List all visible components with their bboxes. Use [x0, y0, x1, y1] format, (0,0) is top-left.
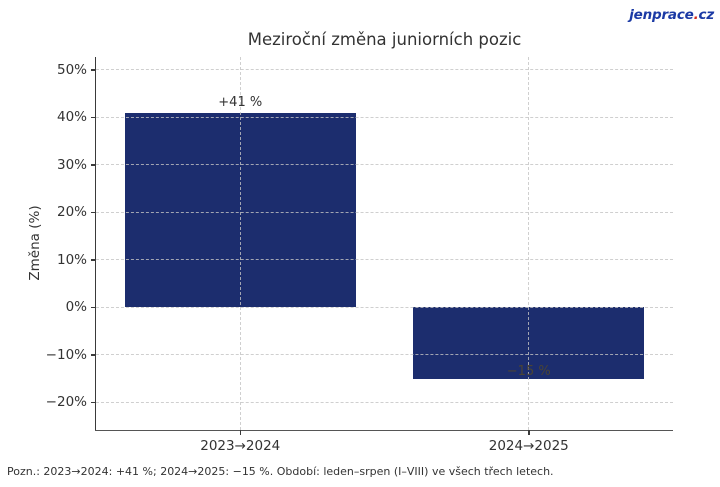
y-tick-label: 0%	[65, 299, 87, 316]
x-tick-mark	[239, 430, 242, 435]
y-tick-label: 20%	[56, 204, 87, 221]
bar-2023→2024	[124, 112, 356, 308]
x-axis-spine	[95, 430, 673, 432]
y-tick-mark	[91, 69, 96, 71]
y-tick-label: 10%	[56, 251, 87, 268]
y-axis-label: Změna (%)	[27, 205, 43, 281]
y-tick-mark	[91, 401, 96, 404]
logo-text-tld: cz	[698, 7, 715, 23]
y-tick-mark	[91, 211, 96, 214]
y-gridline	[96, 401, 673, 403]
bar-value-label: −15 %	[506, 363, 551, 379]
y-tick-label: −20%	[45, 394, 87, 411]
x-tick-mark	[528, 430, 530, 435]
y-tick-label: 40%	[56, 109, 87, 126]
y-tick-mark	[91, 306, 96, 309]
y-gridline	[96, 69, 673, 71]
x-tick-label: 2024→2025	[488, 438, 569, 454]
y-tick-mark	[91, 259, 96, 261]
logo-text-main: jenprace	[629, 7, 694, 23]
y-tick-mark	[91, 354, 96, 356]
y-tick-mark	[91, 164, 96, 166]
bar-value-label: +41 %	[218, 94, 263, 110]
x-tick-label: 2023→2024	[200, 438, 281, 454]
y-tick-label: 30%	[56, 156, 87, 173]
plot-area: 50% 40% 30% 20% 10% 0% −10% −20% 2023→2024 2024→2…	[46, 57, 673, 454]
y-tick-mark	[91, 116, 96, 119]
logo-dot: .	[693, 7, 699, 23]
jenprace-logo: jenprace.cz	[629, 7, 714, 23]
footnote: Pozn.: 2023→2024: +41 %; 2024→2025: −15 …	[7, 465, 554, 478]
chart-title: Meziroční změna juniorních pozic	[247, 30, 522, 49]
y-tick-label: 50%	[56, 61, 87, 78]
y-axis-spine	[95, 57, 97, 431]
y-tick-label: −10%	[45, 346, 87, 363]
